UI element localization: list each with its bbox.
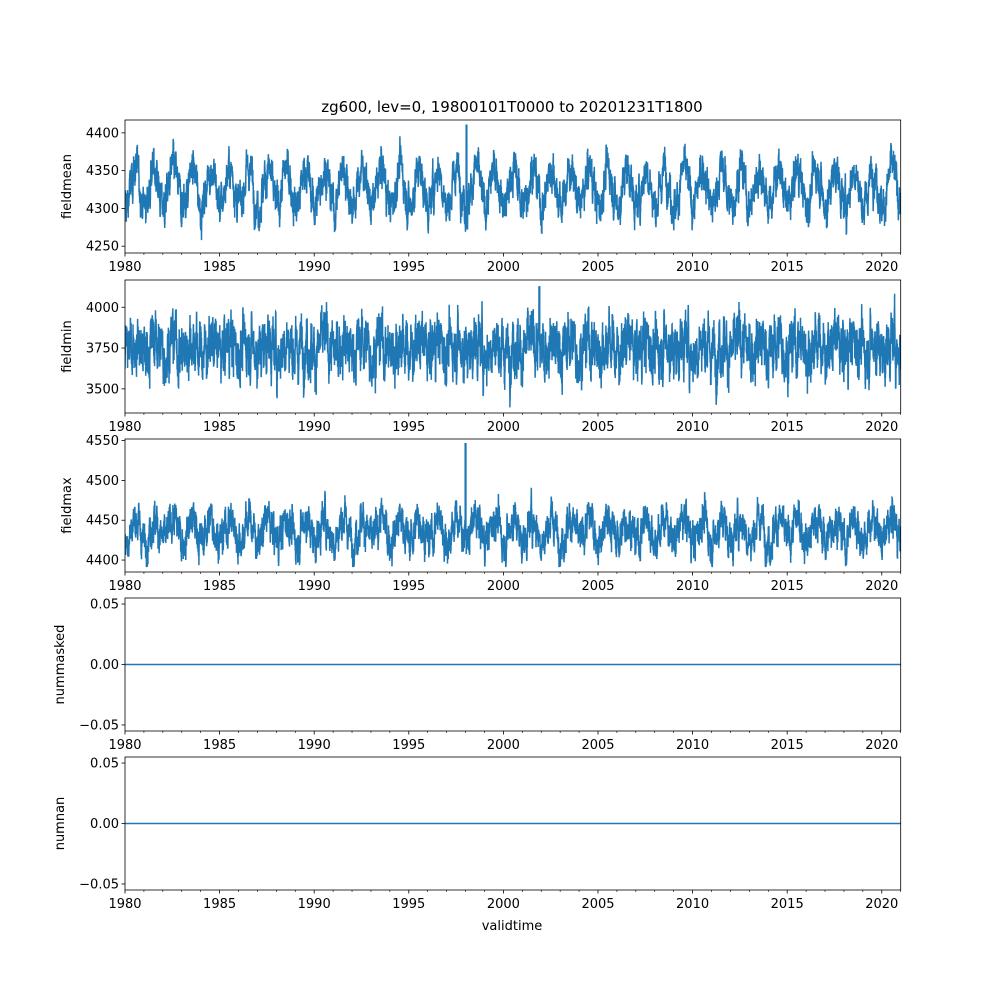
x-tick-label: 1990 xyxy=(298,420,331,435)
series-line-fieldmean xyxy=(125,124,901,241)
x-tick-label: 2005 xyxy=(581,897,614,912)
y-tick-label: −0.05 xyxy=(79,718,119,733)
x-tick-label: 1980 xyxy=(108,260,141,275)
x-tick-label: 2020 xyxy=(865,738,898,753)
x-tick-label: 1995 xyxy=(392,897,425,912)
x-tick-label: 1980 xyxy=(108,738,141,753)
x-tick-label: 2000 xyxy=(487,579,520,594)
y-tick-label: −0.05 xyxy=(79,877,119,892)
x-tick-label: 2005 xyxy=(581,420,614,435)
x-tick-label: 1990 xyxy=(298,579,331,594)
x-tick-label: 1985 xyxy=(203,897,236,912)
series-line-fieldmax xyxy=(125,443,901,568)
x-tick-label: 2020 xyxy=(865,260,898,275)
y-tick-label: 4400 xyxy=(86,554,119,569)
y-tick-label: 4400 xyxy=(86,126,119,141)
axes-frame-fieldmax xyxy=(124,438,902,573)
y-tick-label: 4250 xyxy=(86,240,119,255)
x-tick-label: 2020 xyxy=(865,420,898,435)
x-tick-label: 2000 xyxy=(487,420,520,435)
chart-title: zg600, lev=0, 19800101T0000 to 20201231T… xyxy=(321,98,702,116)
y-tick-label: 4550 xyxy=(86,434,119,449)
x-tick-label: 2000 xyxy=(487,738,520,753)
x-tick-label: 1985 xyxy=(203,738,236,753)
y-axis-label: nummasked xyxy=(53,625,68,705)
x-tick-label: 1985 xyxy=(203,420,236,435)
x-tick-label: 1990 xyxy=(298,897,331,912)
y-tick-label: 0.05 xyxy=(90,598,119,613)
y-axis-label: fieldmean xyxy=(60,154,75,219)
x-tick-label: 2010 xyxy=(676,738,709,753)
y-tick-label: 4450 xyxy=(86,514,119,529)
x-tick-label: 2010 xyxy=(676,579,709,594)
y-tick-label: 4000 xyxy=(86,301,119,316)
x-tick-label: 1980 xyxy=(108,897,141,912)
x-tick-label: 2015 xyxy=(771,260,804,275)
axes-frame-fieldmin xyxy=(124,279,902,414)
x-tick-label: 1995 xyxy=(392,260,425,275)
y-tick-label: 4300 xyxy=(86,202,119,217)
x-tick-label: 1985 xyxy=(203,579,236,594)
y-tick-label: 4350 xyxy=(86,164,119,179)
axes-frame-fieldmean xyxy=(124,119,902,254)
x-tick-label: 2010 xyxy=(676,260,709,275)
x-tick-label: 2020 xyxy=(865,579,898,594)
x-tick-label: 2010 xyxy=(676,420,709,435)
y-tick-label: 3750 xyxy=(86,342,119,357)
x-tick-label: 1980 xyxy=(108,420,141,435)
x-tick-label: 1995 xyxy=(392,579,425,594)
x-tick-label: 2000 xyxy=(487,260,520,275)
x-tick-label: 1995 xyxy=(392,420,425,435)
x-tick-label: 1980 xyxy=(108,579,141,594)
x-tick-label: 2015 xyxy=(771,738,804,753)
x-tick-label: 1990 xyxy=(298,738,331,753)
x-tick-label: 2005 xyxy=(581,738,614,753)
x-tick-label: 2020 xyxy=(865,897,898,912)
y-axis-label: numnan xyxy=(53,797,68,851)
y-tick-label: 3500 xyxy=(86,382,119,397)
x-tick-label: 1995 xyxy=(392,738,425,753)
x-tick-label: 2005 xyxy=(581,260,614,275)
y-axis-label: fieldmax xyxy=(60,477,75,534)
x-tick-label: 2000 xyxy=(487,897,520,912)
y-tick-label: 0.00 xyxy=(90,817,119,832)
x-tick-label: 2010 xyxy=(676,897,709,912)
y-axis-label: fieldmin xyxy=(60,320,75,373)
x-tick-label: 2015 xyxy=(771,897,804,912)
x-tick-label: 2015 xyxy=(771,579,804,594)
x-tick-label: 2015 xyxy=(771,420,804,435)
x-tick-label: 1985 xyxy=(203,260,236,275)
x-tick-label: 1990 xyxy=(298,260,331,275)
x-axis-label: validtime xyxy=(482,919,543,934)
y-tick-label: 4500 xyxy=(86,474,119,489)
y-tick-label: 0.05 xyxy=(90,757,119,772)
series-line-fieldmin xyxy=(125,286,901,408)
x-tick-label: 2005 xyxy=(581,579,614,594)
y-tick-label: 0.00 xyxy=(90,658,119,673)
